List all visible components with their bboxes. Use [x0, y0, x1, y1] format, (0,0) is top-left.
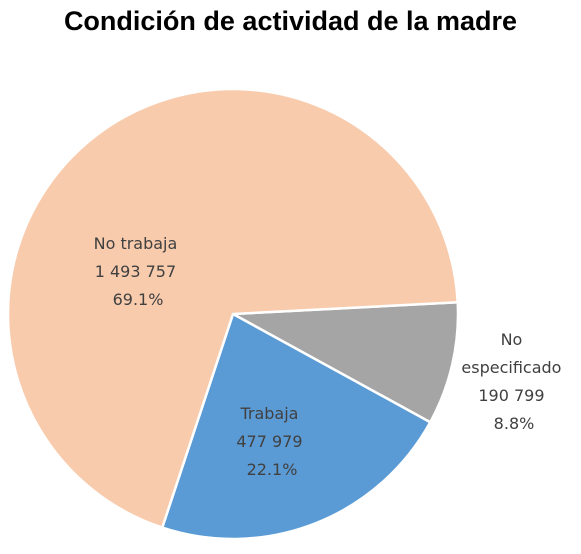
slice-labels: No trabaja 1 493 757 69.1% Trabaja 477 9…	[94, 234, 566, 479]
slice-label-no-trabaja-name: No trabaja	[94, 234, 178, 253]
slice-no-especificado	[231, 300, 460, 424]
slice-trabaja	[160, 312, 432, 541]
slice-label-no-especificado-value: 190 799	[478, 386, 544, 405]
slice-label-no-trabaja-value: 1 493 757	[95, 262, 176, 281]
pie-slices	[6, 87, 460, 541]
slice-label-no-trabaja: No trabaja 1 493 757 69.1%	[94, 234, 183, 309]
slice-label-no-especificado: No especificado 190 799 8.8%	[461, 330, 566, 433]
chart-title: Condición de actividad de la madre	[63, 6, 518, 36]
slice-label-no-trabaja-percent: 69.1%	[113, 290, 164, 309]
slice-label-no-especificado-line2: especificado	[461, 358, 561, 377]
slice-label-trabaja-percent: 22.1%	[247, 460, 298, 479]
slice-label-trabaja-name: Trabaja	[239, 404, 298, 423]
slice-label-trabaja: Trabaja 477 979 22.1%	[236, 404, 307, 479]
slice-no-trabaja	[6, 87, 459, 529]
slice-label-no-especificado-line1: No	[501, 330, 523, 349]
slice-label-trabaja-value: 477 979	[236, 432, 302, 451]
slice-label-no-especificado-percent: 8.8%	[494, 414, 535, 433]
